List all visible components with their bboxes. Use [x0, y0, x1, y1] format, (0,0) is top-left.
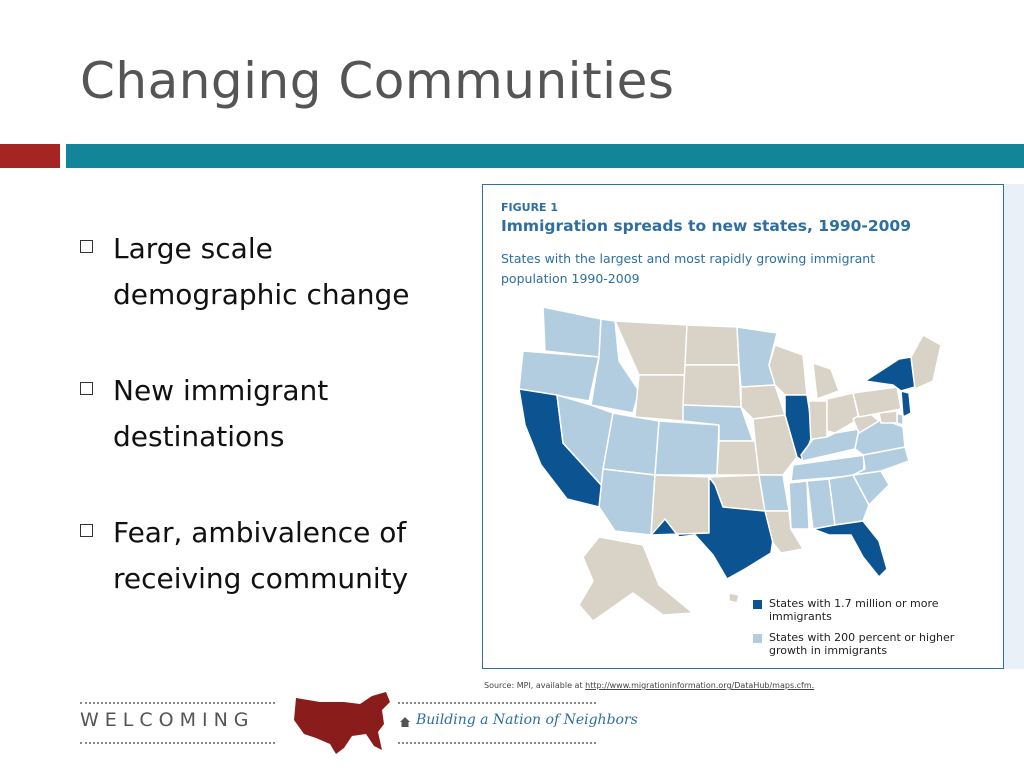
slide-title: Changing Communities: [80, 52, 675, 110]
state-kentucky: [800, 428, 860, 462]
legend-item: States with 1.7 million or more immigran…: [753, 597, 993, 623]
bullet-list: Large scale demographic change New immig…: [80, 226, 460, 652]
legend-swatch: [753, 634, 762, 643]
bullet-text: New immigrant destinations: [113, 368, 328, 460]
bullet-item: New immigrant destinations: [80, 368, 460, 460]
state-michigan: [812, 362, 840, 400]
state-montana: [614, 320, 688, 376]
figure-subtitle: States with the largest and most rapidly…: [501, 251, 876, 286]
tagline: Building a Nation of Neighbors: [416, 712, 638, 728]
state-texas: [650, 476, 776, 580]
bullet-item: Large scale demographic change: [80, 226, 460, 318]
state-ohio: [826, 392, 860, 434]
legend-swatch: [753, 600, 762, 609]
legend-item: States with 200 percent or higher growth…: [753, 631, 993, 657]
source-prefix: Source: MPI, available at: [484, 681, 583, 690]
figure-panel: FIGURE 1 Immigration spreads to new stat…: [482, 184, 1004, 669]
source-link[interactable]: http://www.migrationinformation.org/Data…: [585, 681, 815, 690]
bullet-text: Fear, ambivalence of receiving community: [113, 510, 408, 602]
bullet-line: demographic change: [113, 278, 410, 311]
state-new-york: [864, 356, 916, 392]
figure-label: FIGURE 1: [501, 201, 559, 214]
map-legend: States with 1.7 million or more immigran…: [753, 597, 993, 665]
figure-title: Immigration spreads to new states, 1990-…: [501, 217, 911, 235]
bullet-line: receiving community: [113, 562, 409, 595]
bullet-text: Large scale demographic change: [113, 226, 410, 318]
state-louisiana: [764, 510, 804, 554]
state-north-dakota: [684, 324, 740, 366]
footer-dotted-rule: [80, 702, 275, 704]
us-map: [518, 306, 942, 622]
bullet-line: Large scale: [113, 232, 273, 265]
state-iowa: [740, 384, 786, 420]
footer-dotted-rule: [80, 742, 275, 744]
figure-source: Source: MPI, available at http://www.mig…: [484, 681, 814, 690]
state-arizona: [598, 468, 656, 536]
footer-dotted-rule: [398, 702, 596, 704]
accent-bar-teal: [66, 144, 1024, 168]
bullet-square-icon: [80, 240, 93, 253]
figure-side-panel: [1004, 184, 1024, 669]
state-oregon: [518, 350, 600, 402]
state-colorado: [654, 420, 720, 476]
bullet-line: Fear, ambivalence of: [113, 516, 407, 549]
state-south-dakota: [682, 364, 742, 408]
legend-label: States with 1.7 million or more immigran…: [769, 597, 939, 623]
state-delaware: [896, 412, 904, 426]
bullet-square-icon: [80, 382, 93, 395]
bullet-line: New immigrant: [113, 374, 329, 407]
state-new-jersey: [900, 390, 912, 418]
state-maryland: [878, 410, 898, 424]
bullet-item: Fear, ambivalence of receiving community: [80, 510, 460, 602]
state-mississippi: [788, 480, 810, 530]
state-utah: [602, 412, 660, 476]
bullet-line: destinations: [113, 420, 285, 453]
state-kansas: [716, 440, 760, 476]
state-wyoming: [634, 374, 686, 422]
org-name: WELCOMING: [80, 709, 255, 731]
state-washington: [542, 306, 602, 358]
state-arkansas: [758, 474, 790, 512]
bullet-square-icon: [80, 524, 93, 537]
house-icon: [400, 717, 410, 727]
accent-bar-red: [0, 144, 60, 168]
us-map-logo: [294, 692, 390, 754]
state-new-england: [910, 334, 942, 390]
state-alaska: [578, 536, 694, 622]
state-florida: [812, 520, 888, 578]
state-hawaii: [728, 592, 740, 604]
footer-dotted-rule: [398, 742, 596, 744]
legend-label: States with 200 percent or higher growth…: [769, 631, 955, 657]
state-pennsylvania: [852, 386, 902, 418]
